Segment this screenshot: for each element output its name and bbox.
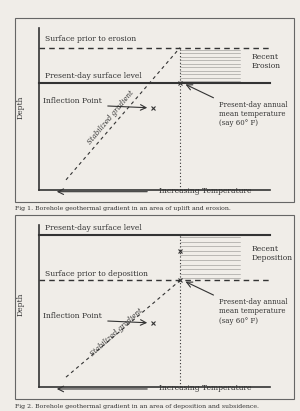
Text: Stabilized gradient: Stabilized gradient — [89, 307, 145, 358]
Text: Inflection Point: Inflection Point — [43, 97, 102, 105]
Text: Inflection Point: Inflection Point — [43, 312, 102, 320]
FancyBboxPatch shape — [15, 215, 294, 399]
Text: Surface prior to deposition: Surface prior to deposition — [45, 270, 148, 278]
Text: Increasing Temperature: Increasing Temperature — [159, 384, 251, 392]
Text: Present-day annual
mean temperature
(say 60° F): Present-day annual mean temperature (say… — [219, 298, 287, 325]
Text: Present-day surface level: Present-day surface level — [45, 72, 142, 80]
Text: Present-day surface level: Present-day surface level — [45, 224, 142, 232]
Text: Stabilized gradient: Stabilized gradient — [86, 89, 136, 146]
Text: Increasing Temperature: Increasing Temperature — [159, 187, 251, 195]
Text: Fig 1. Borehole geothermal gradient in an area of uplift and erosion.: Fig 1. Borehole geothermal gradient in a… — [15, 206, 231, 211]
Text: Surface prior to erosion: Surface prior to erosion — [45, 35, 136, 43]
Text: Depth: Depth — [17, 292, 25, 316]
Text: Fig 2. Borehole geothermal gradient in an area of deposition and subsidence.: Fig 2. Borehole geothermal gradient in a… — [15, 404, 259, 409]
FancyBboxPatch shape — [15, 18, 294, 201]
Text: Recent
Erosion: Recent Erosion — [252, 53, 281, 70]
Text: Present-day annual
mean temperature
(say 60° F): Present-day annual mean temperature (say… — [219, 101, 287, 127]
Text: Recent
Deposition: Recent Deposition — [252, 245, 293, 263]
Text: Depth: Depth — [17, 95, 25, 119]
